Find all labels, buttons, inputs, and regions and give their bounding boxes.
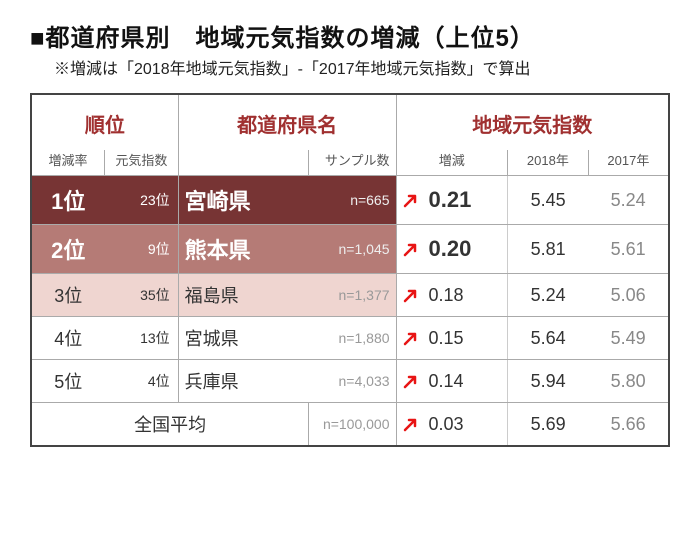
header-rank: 順位 xyxy=(31,94,178,150)
cell-sample: n=100,000 xyxy=(309,403,396,447)
cell-2018: 5.69 xyxy=(508,403,589,447)
cell-change: 0.15 xyxy=(424,317,507,360)
cell-rank: 3位 xyxy=(31,274,105,317)
table-row: 5位4位兵庫県n=4,033 0.145.945.80 xyxy=(31,360,669,403)
cell-2017: 5.06 xyxy=(588,274,669,317)
cell-sample: n=1,377 xyxy=(309,274,396,317)
cell-2017: 5.61 xyxy=(588,225,669,274)
arrow-up-icon xyxy=(396,360,424,403)
subheader-change: 増減 xyxy=(396,150,508,176)
cell-change: 0.18 xyxy=(424,274,507,317)
arrow-up-icon xyxy=(396,274,424,317)
cell-2017: 5.49 xyxy=(588,317,669,360)
cell-average-label: 全国平均 xyxy=(31,403,309,447)
cell-change: 0.03 xyxy=(424,403,507,447)
cell-prefecture: 熊本県 xyxy=(178,225,309,274)
ranking-table-container: ■都道府県別 地域元気指数の増減（上位5） ※増減は「2018年地域元気指数」-… xyxy=(0,0,700,465)
subheader-pref xyxy=(178,150,309,176)
header-row-main: 順位 都道府県名 地域元気指数 xyxy=(31,94,669,150)
subheader-2017: 2017年 xyxy=(588,150,669,176)
arrow-up-icon xyxy=(396,176,424,225)
cell-prefecture: 宮崎県 xyxy=(178,176,309,225)
arrow-up-icon xyxy=(396,403,424,447)
header-pref: 都道府県名 xyxy=(178,94,396,150)
cell-index-rank: 9位 xyxy=(105,225,179,274)
subheader-rank-index: 元気指数 xyxy=(105,150,179,176)
cell-change: 0.21 xyxy=(424,176,507,225)
cell-rank: 4位 xyxy=(31,317,105,360)
cell-sample: n=1,880 xyxy=(309,317,396,360)
cell-2017: 5.80 xyxy=(588,360,669,403)
cell-index-rank: 4位 xyxy=(105,360,179,403)
cell-2017: 5.66 xyxy=(588,403,669,447)
header-row-sub: 増減率 元気指数 サンプル数 増減 2018年 2017年 xyxy=(31,150,669,176)
cell-index-rank: 23位 xyxy=(105,176,179,225)
cell-rank: 5位 xyxy=(31,360,105,403)
cell-2018: 5.81 xyxy=(508,225,589,274)
arrow-up-icon xyxy=(396,225,424,274)
cell-index-rank: 35位 xyxy=(105,274,179,317)
subtitle-note: ※増減は「2018年地域元気指数」-「2017年地域元気指数」で算出 xyxy=(54,55,670,79)
cell-2018: 5.94 xyxy=(508,360,589,403)
ranking-table: 順位 都道府県名 地域元気指数 増減率 元気指数 サンプル数 増減 2018年 … xyxy=(30,93,670,447)
cell-sample: n=665 xyxy=(309,176,396,225)
cell-index-rank: 13位 xyxy=(105,317,179,360)
cell-prefecture: 宮城県 xyxy=(178,317,309,360)
table-row: 3位35位福島県n=1,377 0.185.245.06 xyxy=(31,274,669,317)
table-row: 2位9位熊本県n=1,045 0.205.815.61 xyxy=(31,225,669,274)
cell-2018: 5.24 xyxy=(508,274,589,317)
table-row: 4位13位宮城県n=1,880 0.155.645.49 xyxy=(31,317,669,360)
table-row-average: 全国平均n=100,000 0.035.695.66 xyxy=(31,403,669,447)
cell-2018: 5.45 xyxy=(508,176,589,225)
arrow-up-icon xyxy=(396,317,424,360)
cell-change: 0.14 xyxy=(424,360,507,403)
cell-prefecture: 福島県 xyxy=(178,274,309,317)
cell-rank: 1位 xyxy=(31,176,105,225)
table-row: 1位23位宮崎県n=665 0.215.455.24 xyxy=(31,176,669,225)
subheader-2018: 2018年 xyxy=(508,150,589,176)
cell-rank: 2位 xyxy=(31,225,105,274)
page-title: ■都道府県別 地域元気指数の増減（上位5） xyxy=(30,18,670,53)
cell-sample: n=1,045 xyxy=(309,225,396,274)
header-index: 地域元気指数 xyxy=(396,94,669,150)
cell-2018: 5.64 xyxy=(508,317,589,360)
subheader-rank-rate: 増減率 xyxy=(31,150,105,176)
cell-2017: 5.24 xyxy=(588,176,669,225)
cell-sample: n=4,033 xyxy=(309,360,396,403)
cell-change: 0.20 xyxy=(424,225,507,274)
cell-prefecture: 兵庫県 xyxy=(178,360,309,403)
subheader-sample: サンプル数 xyxy=(309,150,396,176)
